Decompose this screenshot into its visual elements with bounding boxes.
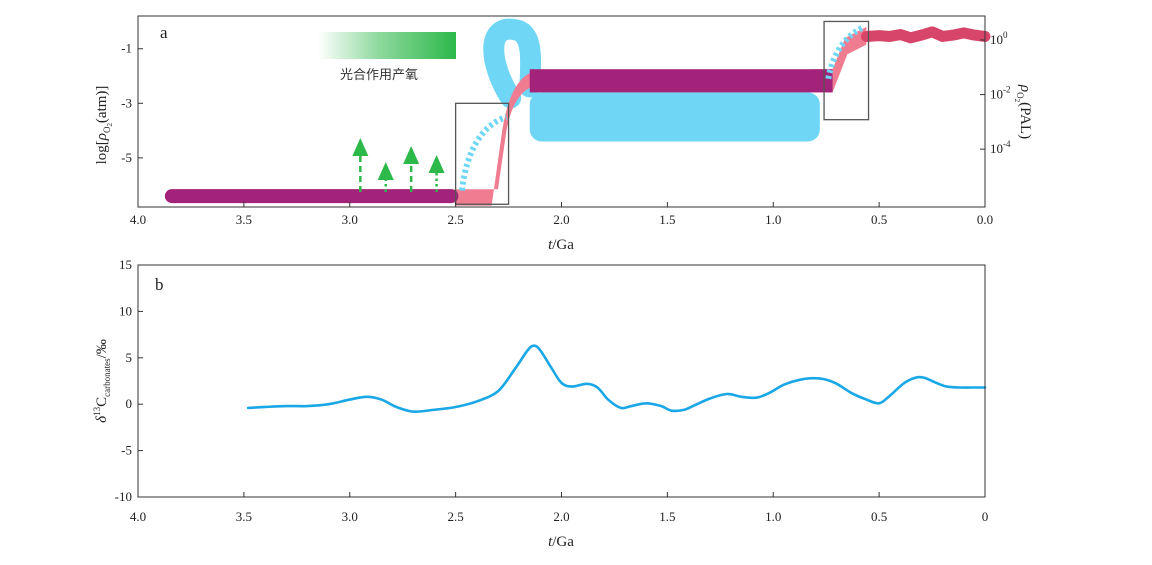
right-tick-label: 100 bbox=[990, 30, 1008, 47]
panel-a-x-axis-title: t/Ga bbox=[548, 237, 574, 253]
panel-a-y-axis-title: log[ρO2(atm)] bbox=[94, 86, 114, 165]
x-tick-label: 4.0 bbox=[130, 509, 146, 524]
photosynthesis-arrow bbox=[377, 162, 394, 192]
x-tick-label: 1.0 bbox=[765, 212, 781, 227]
x-tick-label: 2.5 bbox=[448, 212, 464, 227]
right-tick-label: 10-2 bbox=[990, 85, 1011, 102]
arrow-head bbox=[352, 138, 369, 156]
arrow-head bbox=[428, 155, 445, 173]
photosynthesis-arrow bbox=[428, 155, 445, 192]
y-tick-label: -5 bbox=[121, 150, 132, 165]
transition-box bbox=[454, 102, 510, 205]
y-tick-label: 5 bbox=[126, 350, 133, 365]
x-tick-label: 3.5 bbox=[236, 212, 252, 227]
panel-a-right-axis-title: ρO2(PAL) bbox=[1013, 84, 1033, 139]
panel-b-x-axis-title: t/Ga bbox=[548, 534, 574, 550]
arrow-head bbox=[377, 162, 394, 180]
panel-b-y-axis-title: δ13Ccarbonates/‰ bbox=[92, 339, 112, 423]
y-tick-label: 10 bbox=[119, 303, 132, 318]
transition-box bbox=[823, 20, 870, 121]
x-tick-label: 0.0 bbox=[977, 212, 993, 227]
legend-label: 光合作用产氧 bbox=[340, 68, 418, 83]
x-tick-label: 0.5 bbox=[871, 509, 887, 524]
noe-dotted-transition bbox=[825, 24, 866, 80]
y-tick-label: 0 bbox=[126, 396, 133, 411]
y-tick-label: -10 bbox=[115, 489, 132, 504]
x-tick-label: 3.0 bbox=[342, 212, 358, 227]
y-tick-label: -5 bbox=[121, 443, 132, 458]
photosynthesis-arrow bbox=[403, 146, 420, 192]
x-tick-label: 1.5 bbox=[659, 509, 675, 524]
delta13c-series-line bbox=[246, 344, 987, 414]
arrow-head bbox=[403, 146, 420, 164]
proterozoic-range-band bbox=[529, 92, 820, 142]
legend: 光合作用产氧 bbox=[318, 32, 456, 83]
y-tick-label: 15 bbox=[119, 257, 132, 272]
goe-overshoot-band bbox=[483, 18, 542, 109]
x-tick-label: 2.5 bbox=[448, 509, 464, 524]
phanerozoic-oxygen-band bbox=[860, 26, 991, 44]
y-tick-label: -3 bbox=[121, 95, 132, 110]
goe-dotted-transition bbox=[458, 114, 508, 191]
photosynthesis-arrow bbox=[352, 138, 369, 192]
y-tick-label: -1 bbox=[121, 41, 132, 56]
panel-a-letter: a bbox=[160, 23, 168, 42]
x-tick-label: 2.0 bbox=[553, 212, 569, 227]
x-tick-label: 4.0 bbox=[130, 212, 146, 227]
right-tick-label: 10-4 bbox=[990, 139, 1011, 156]
panel-b-letter: b bbox=[155, 275, 164, 294]
x-tick-label: 3.0 bbox=[342, 509, 358, 524]
x-tick-label: 3.5 bbox=[236, 509, 252, 524]
x-tick-label: 1.0 bbox=[765, 509, 781, 524]
x-tick-label: 0.5 bbox=[871, 212, 887, 227]
legend-gradient-swatch bbox=[318, 32, 456, 59]
x-tick-label: 1.5 bbox=[659, 212, 675, 227]
proterozoic-plateau-band bbox=[529, 69, 833, 93]
x-tick-label: 2.0 bbox=[553, 509, 569, 524]
panel-a: 4.0 3.5 3.0 2.5 2.0 1.5 1.0 0.5 0.0 -1 -3 -5 100 10… bbox=[94, 15, 1033, 253]
x-tick-label: 0 bbox=[982, 509, 989, 524]
